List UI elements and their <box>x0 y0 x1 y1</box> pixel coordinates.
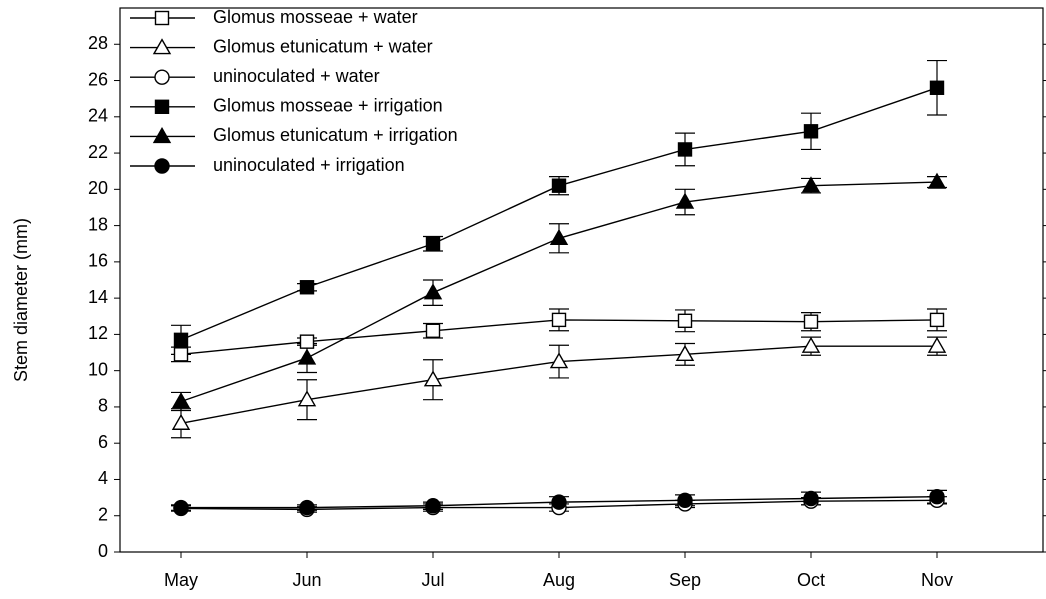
data-point <box>675 344 695 362</box>
legend-label: uninoculated + water <box>213 66 380 86</box>
data-point <box>423 370 443 387</box>
x-tick-label: Aug <box>543 570 575 590</box>
y-tick-label: 28 <box>88 33 108 53</box>
legend-label: Glomus etunicatum + irrigation <box>213 125 458 145</box>
data-point <box>803 490 819 507</box>
y-tick-label: 20 <box>88 178 108 198</box>
data-point <box>929 312 945 328</box>
data-point <box>803 314 819 329</box>
data-point <box>425 498 441 514</box>
data-point <box>677 313 693 328</box>
data-point <box>551 312 567 328</box>
data-point <box>171 392 191 409</box>
y-tick-label: 8 <box>98 396 108 416</box>
y-tick-label: 2 <box>98 504 108 524</box>
y-tick-label: 26 <box>88 69 108 89</box>
x-tick-label: Jun <box>292 570 321 590</box>
data-point <box>299 499 315 516</box>
x-tick-label: Sep <box>669 570 701 590</box>
data-point <box>803 124 819 139</box>
legend-label: uninoculated + irrigation <box>213 155 405 175</box>
legend-marker <box>152 126 172 144</box>
legend-marker <box>152 38 172 55</box>
data-point <box>675 192 695 209</box>
data-point <box>927 172 947 189</box>
data-point <box>549 228 569 245</box>
y-tick-label: 24 <box>88 106 108 126</box>
data-point <box>927 336 947 353</box>
data-point <box>551 178 567 193</box>
data-point <box>173 347 189 362</box>
x-tick-label: May <box>164 570 198 590</box>
plot-frame <box>119 7 1044 553</box>
y-tick-label: 10 <box>88 359 108 379</box>
y-tick-label: 18 <box>88 214 108 234</box>
y-tick-label: 22 <box>88 142 108 162</box>
legend-marker <box>154 99 170 115</box>
legend-label: Glomus mosseae + irrigation <box>213 96 443 116</box>
x-tick-label: Jul <box>421 570 444 590</box>
legend-marker <box>154 69 170 85</box>
y-tick-label: 4 <box>98 468 108 488</box>
y-tick-label: 6 <box>98 432 108 452</box>
y-axis-label: Stem diameter (mm) <box>11 218 31 382</box>
x-tick-label: Oct <box>797 570 825 590</box>
data-point <box>297 390 317 407</box>
data-point <box>423 283 443 300</box>
data-point <box>425 323 441 338</box>
data-point <box>801 336 821 353</box>
data-point <box>801 176 821 193</box>
data-point <box>173 332 189 348</box>
y-tick-label: 16 <box>88 251 108 271</box>
data-point <box>297 348 317 365</box>
data-point <box>299 334 315 349</box>
data-point <box>171 413 191 430</box>
legend-label: Glomus etunicatum + water <box>213 36 433 56</box>
y-tick-label: 12 <box>88 323 108 343</box>
data-point <box>549 352 569 369</box>
y-tick-label: 14 <box>88 287 108 307</box>
legend-label: Glomus mosseae + water <box>213 7 418 27</box>
data-point <box>929 80 945 95</box>
data-point <box>677 142 693 157</box>
x-tick-label: Nov <box>921 570 953 590</box>
legend-marker <box>154 10 170 26</box>
data-point <box>551 494 567 510</box>
data-point <box>677 492 693 509</box>
y-tick-label: 0 <box>98 541 108 561</box>
legend-marker <box>154 158 170 174</box>
data-point <box>425 236 441 251</box>
data-point <box>929 488 945 505</box>
data-point <box>173 499 189 516</box>
data-point <box>299 280 315 295</box>
